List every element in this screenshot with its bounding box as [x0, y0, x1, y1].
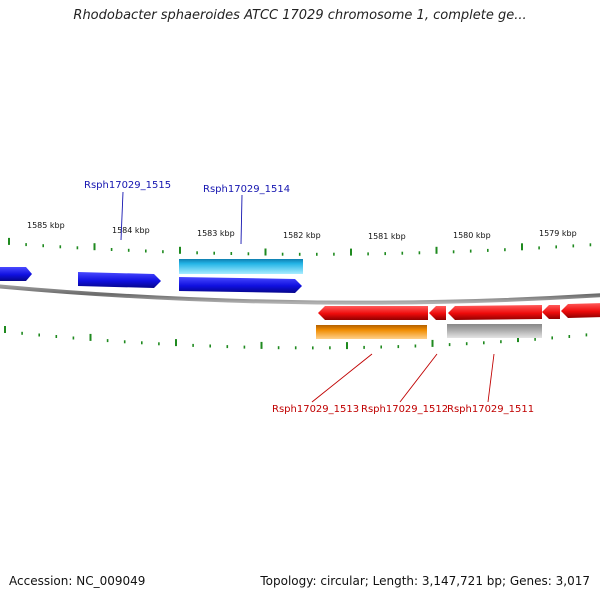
- label-leaders: [120, 191, 495, 403]
- feature-bar-other[interactable]: [447, 324, 542, 338]
- ruler-label: 1585 kbp: [27, 221, 65, 230]
- ruler-label: 1582 kbp: [283, 231, 321, 240]
- chromosome-backbone: [0, 284, 600, 305]
- gene-arrow-reverse[interactable]: [318, 306, 428, 320]
- gene-arrow-reverse[interactable]: [429, 306, 446, 320]
- gene-labels: Rsph17029_1515 Rsph17029_1514 Rsph17029_…: [84, 180, 534, 415]
- gene-arrow-forward[interactable]: [179, 277, 302, 293]
- ruler-labels: 1585 kbp 1584 kbp 1583 kbp 1582 kbp 1581…: [27, 221, 577, 241]
- gene-arrow-forward[interactable]: [0, 267, 32, 281]
- forward-strand-features: [0, 259, 303, 293]
- leader-line: [311, 353, 373, 403]
- gene-label-forward[interactable]: Rsph17029_1514: [203, 184, 290, 195]
- ruler-ticks-inner: [4, 326, 588, 350]
- gene-arrow-reverse[interactable]: [542, 305, 560, 319]
- ruler-label: 1579 kbp: [539, 229, 577, 238]
- map-title: Rhodobacter sphaeroides ATCC 17029 chrom…: [73, 8, 527, 23]
- accession-text: Accession: NC_009049: [9, 574, 146, 588]
- gene-label-reverse[interactable]: Rsph17029_1512: [361, 404, 448, 415]
- ruler-label: 1583 kbp: [197, 229, 235, 238]
- ruler-ticks-outer: [8, 237, 592, 256]
- feature-bar-reverse[interactable]: [316, 325, 427, 339]
- gene-arrow-forward[interactable]: [78, 272, 161, 288]
- gene-arrow-reverse[interactable]: [448, 305, 542, 320]
- gene-label-forward[interactable]: Rsph17029_1515: [84, 180, 171, 191]
- leader-line: [240, 194, 243, 245]
- genome-stats-text: Topology: circular; Length: 3,147,721 bp…: [260, 574, 590, 588]
- gene-label-reverse[interactable]: Rsph17029_1511: [447, 404, 534, 415]
- ruler-label: 1584 kbp: [112, 226, 150, 235]
- feature-bar-forward[interactable]: [179, 259, 303, 274]
- leader-line: [120, 191, 124, 241]
- gene-arrow-reverse[interactable]: [561, 303, 600, 318]
- reverse-strand-features: [316, 303, 600, 339]
- ruler-label: 1581 kbp: [368, 232, 406, 241]
- leader-line: [487, 353, 495, 403]
- ruler-label: 1580 kbp: [453, 231, 491, 240]
- leader-line: [399, 353, 438, 403]
- gene-label-reverse[interactable]: Rsph17029_1513: [272, 404, 359, 415]
